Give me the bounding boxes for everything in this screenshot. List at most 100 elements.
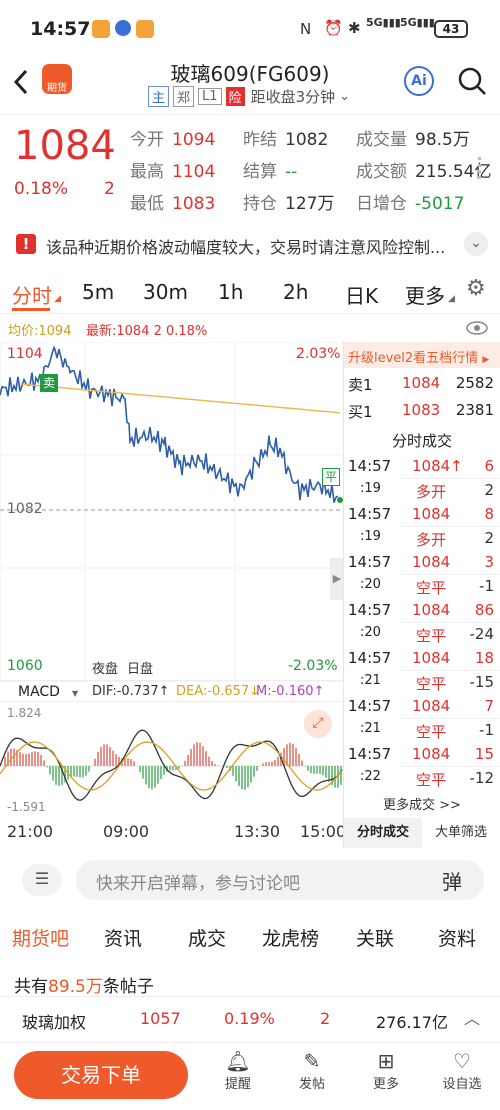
- community-tabs: 期货吧 资讯 成交 龙虎榜 关联 资料: [0, 914, 500, 960]
- tab-ranking[interactable]: 龙虎榜: [262, 928, 320, 950]
- tab-5m[interactable]: 5m: [82, 280, 115, 304]
- quote-field: 持仓 127万: [243, 189, 334, 214]
- ticker-strip[interactable]: 玻璃加权 1057 0.19% 2 276.17亿 ︿: [0, 996, 500, 1040]
- tab-daily-k[interactable]: 日K: [345, 284, 379, 308]
- ask-volume: 2582: [455, 374, 494, 392]
- quote-field: 今开 1094: [130, 125, 215, 150]
- close-countdown[interactable]: 距收盘3分钟: [250, 88, 336, 106]
- last-point: [337, 497, 343, 503]
- trade-row: 14:57 1084↑ 6:19 多开 2: [344, 454, 500, 502]
- danmu-toggle-icon[interactable]: 弹: [442, 870, 462, 894]
- quote-field: 日增仓 -5017: [356, 189, 464, 214]
- big-order-filter-button[interactable]: 大单筛选: [434, 825, 487, 840]
- trade-price: 1084: [412, 553, 451, 571]
- more-handle[interactable]: [478, 157, 482, 179]
- badge-level: L1: [198, 88, 222, 105]
- row-divider: [400, 766, 500, 767]
- more-button[interactable]: ⊞ 更多: [366, 1049, 406, 1092]
- remind-label: 提醒: [224, 1077, 251, 1092]
- row-divider: [400, 478, 500, 479]
- macd-axis-low: -1.591: [7, 800, 46, 814]
- add-watchlist-button[interactable]: ♡ 设自选: [438, 1049, 486, 1092]
- macd-dif: DIF:-0.737↑: [92, 684, 170, 699]
- current-price: 1084: [14, 123, 116, 169]
- trade-side-panel: [343, 342, 500, 848]
- price-line: [0, 345, 339, 503]
- settings-gear-icon[interactable]: ⚙: [466, 276, 486, 301]
- quote-field-value: 1104: [172, 162, 216, 182]
- macd-chart[interactable]: [0, 704, 344, 816]
- post-count-suffix: 条帖子: [102, 977, 154, 997]
- post-count: 共有89.5万条帖子: [14, 972, 154, 997]
- row-divider: [400, 574, 500, 575]
- close-marker[interactable]: 平: [322, 468, 340, 486]
- intraday-trades-button[interactable]: 分时成交: [344, 818, 422, 848]
- page-title: 玻璃609(FG609): [170, 62, 330, 86]
- y-axis-high: 1104: [7, 346, 43, 362]
- sell-marker[interactable]: 卖: [40, 374, 58, 392]
- add-watchlist-label: 设自选: [442, 1077, 482, 1092]
- trade-type: 空平: [416, 627, 447, 645]
- bid-price: 1083: [402, 401, 441, 419]
- eye-icon[interactable]: [466, 320, 488, 336]
- quote-field: 成交额 215.54亿: [356, 157, 491, 182]
- trade-time: 14:57: [348, 745, 392, 763]
- avg-price-label: 均价:1094: [8, 324, 72, 339]
- tab-intraday[interactable]: 分时: [12, 284, 52, 308]
- ticker-price: 1057: [140, 1009, 181, 1028]
- tab-1h[interactable]: 1h: [218, 280, 244, 304]
- risk-warning-bar[interactable]: ! 该品种近期价格波动幅度较大，交易时请注意风险控制... ⌄: [0, 222, 500, 266]
- ticker-percent: 0.19%: [224, 1009, 275, 1028]
- bell-icon: 🔔︎: [225, 1049, 251, 1073]
- ai-icon[interactable]: Ai: [404, 66, 434, 96]
- trade-row: 14:57 1084 8:19 多开 2: [344, 502, 500, 550]
- tab-news[interactable]: 资讯: [104, 928, 143, 950]
- chevron-down-icon[interactable]: ⌄: [339, 89, 351, 104]
- warning-icon: !: [16, 234, 36, 254]
- tab-2h[interactable]: 2h: [283, 280, 309, 304]
- night-session-label: 夜盘: [92, 662, 119, 677]
- panel-collapse-arrow[interactable]: ▶: [330, 558, 344, 600]
- tab-info[interactable]: 资料: [438, 928, 477, 950]
- macd-dropdown-icon: ▼: [72, 689, 79, 698]
- bid-volume: 2381: [455, 401, 494, 419]
- trade-price: 1084: [412, 601, 451, 619]
- danmu-settings-icon[interactable]: ☰: [22, 864, 62, 896]
- expand-icon[interactable]: ⌄: [464, 232, 488, 256]
- remind-button[interactable]: 🔔︎ 提醒: [218, 1049, 258, 1092]
- latest-price-label: 最新:1084 2 0.18%: [86, 324, 208, 339]
- x-axis-label: 13:30: [234, 822, 281, 841]
- place-order-button[interactable]: 交易下单: [14, 1051, 188, 1099]
- app-notification-icon: [136, 20, 154, 38]
- trade-row: 14:57 1084 7:21 空平 -1: [344, 694, 500, 742]
- comment-input[interactable]: 快来开启弹幕，参与讨论吧 弹: [76, 860, 484, 900]
- tab-30m[interactable]: 30m: [143, 280, 188, 304]
- tab-trades[interactable]: 成交: [188, 928, 227, 950]
- ticker-name: 玻璃加权: [22, 1013, 87, 1032]
- quote-field-label: 日增仓: [356, 194, 407, 214]
- caret-right-icon: ▶: [482, 355, 490, 365]
- bid-row: 买1 1083 2381: [344, 401, 500, 427]
- macd-label[interactable]: MACD: [18, 684, 60, 700]
- trade-volume: 6: [484, 457, 494, 475]
- x-axis-label: 21:00: [7, 822, 54, 841]
- chevron-up-icon[interactable]: ︿: [464, 1009, 481, 1028]
- dea-line: [0, 741, 343, 791]
- quote-field-label: 昨结: [243, 130, 277, 150]
- intraday-chart[interactable]: [0, 342, 344, 682]
- trade-type: 多开: [416, 531, 447, 549]
- trade-row: 14:57 1084 18:21 空平 -15: [344, 646, 500, 694]
- tab-futures-forum[interactable]: 期货吧: [12, 928, 70, 950]
- search-icon[interactable]: [457, 66, 487, 96]
- trade-type: 多开: [416, 483, 447, 501]
- fullscreen-icon[interactable]: ⤢: [304, 710, 332, 738]
- row-divider: [400, 622, 500, 623]
- post-button[interactable]: ✎ 发帖: [292, 1049, 332, 1092]
- trade-time: 14:57: [348, 505, 392, 523]
- y-axis-prev-settle: 1082: [7, 501, 43, 517]
- tab-related[interactable]: 关联: [356, 928, 395, 950]
- tab-more[interactable]: 更多: [405, 284, 445, 308]
- back-icon[interactable]: [12, 68, 32, 96]
- upgrade-level2-banner[interactable]: 升级level2看五档行情 ▶: [344, 342, 500, 368]
- more-trades-link[interactable]: 更多成交 >>: [383, 798, 461, 813]
